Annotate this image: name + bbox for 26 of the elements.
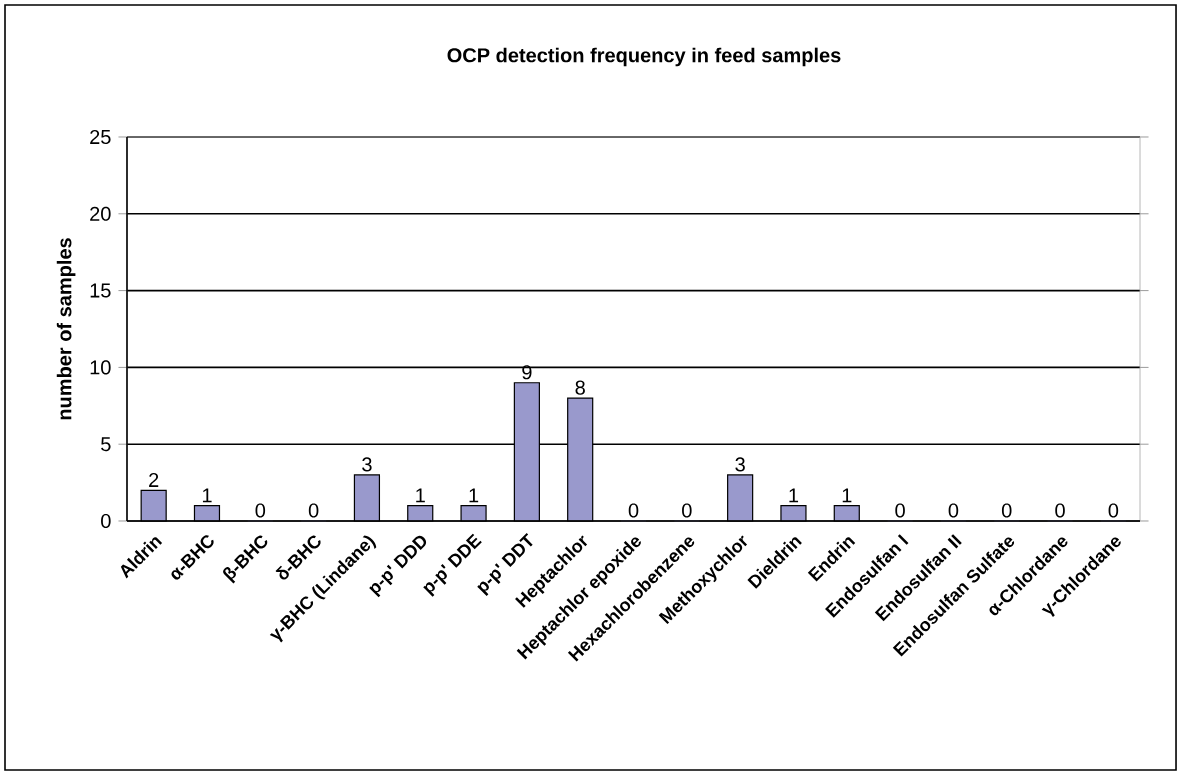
y-tick-label: 10 bbox=[90, 360, 111, 375]
data-label: 0 bbox=[628, 503, 639, 518]
data-label: 0 bbox=[255, 503, 266, 518]
data-label: 0 bbox=[948, 503, 959, 518]
chart-title: OCP detection frequency in feed samples bbox=[447, 47, 841, 67]
data-label: 0 bbox=[1055, 503, 1065, 518]
data-label: 0 bbox=[308, 503, 319, 518]
y-tick-label: 25 bbox=[90, 129, 111, 145]
data-label: 1 bbox=[202, 488, 212, 503]
data-label: 1 bbox=[842, 488, 852, 503]
data-label: 0 bbox=[1108, 503, 1119, 518]
y-tick-label: 5 bbox=[101, 437, 111, 452]
data-label: 3 bbox=[735, 457, 745, 472]
y-tick-label: 0 bbox=[101, 513, 111, 529]
data-label: 1 bbox=[416, 488, 425, 503]
data-label: 1 bbox=[789, 488, 799, 503]
y-tick-label: 15 bbox=[90, 283, 111, 298]
data-label: 1 bbox=[469, 488, 479, 503]
data-label: 2 bbox=[149, 472, 159, 487]
data-label: 0 bbox=[682, 503, 692, 518]
data-label: 0 bbox=[1001, 503, 1012, 518]
y-axis-title: number of samples bbox=[56, 238, 76, 420]
data-label: 3 bbox=[362, 457, 372, 472]
y-tick-label: 20 bbox=[90, 206, 111, 221]
data-label: 8 bbox=[575, 380, 585, 395]
data-label: 0 bbox=[895, 503, 905, 518]
